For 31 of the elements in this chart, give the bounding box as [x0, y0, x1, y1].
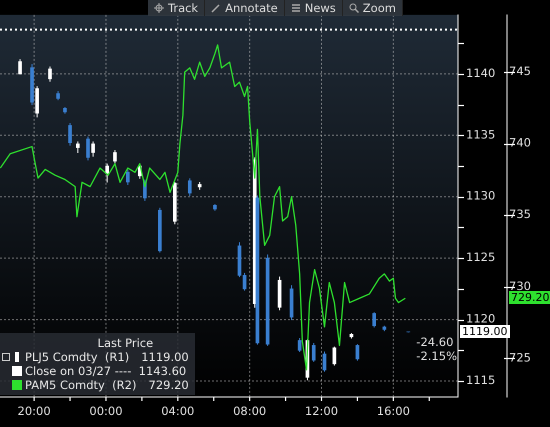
x-tick-label: 00:00 [89, 404, 123, 418]
legend-label: PLJ5 Comdty (R1) [25, 350, 130, 364]
text: 729.20 [511, 291, 550, 304]
y2-tick-label: 730 [509, 278, 531, 293]
annotation: -24.60 [416, 334, 454, 349]
y2-tick-label: 735 [509, 207, 531, 222]
text: 1119.00 [141, 350, 189, 364]
x-tick-label: 12:00 [304, 404, 338, 418]
x-tick-label: 20:00 [18, 404, 51, 418]
y-tick-label: 1140 [466, 66, 496, 80]
text: 1119.00 [462, 324, 508, 338]
y2-tick-label: 740 [509, 136, 531, 150]
y-tick-label: 1130 [466, 188, 496, 203]
y-tick-label: 1135 [466, 127, 496, 142]
x-tick-label: 08:00 [233, 404, 266, 418]
annotation: Zoom [362, 1, 396, 15]
x-tick-label: 16:00 [376, 404, 410, 418]
y-tick-label: 1125 [466, 250, 496, 264]
y2-tick-label: 725 [509, 350, 531, 364]
annotation: Track [168, 1, 198, 15]
legend-title: Last Price [96, 336, 154, 350]
annotation: Annotate [225, 1, 278, 15]
y-tick-label: 1120 [466, 312, 496, 326]
annotation: 729.20 [148, 378, 189, 392]
legend-label: PAM5 Comdty (R2) [25, 378, 136, 392]
x-tick-label: 04:00 [161, 404, 194, 418]
annotation: News [304, 1, 336, 15]
annotation: -2.15% [416, 348, 458, 363]
legend-label: Close on 03/27 ---- 1143.60 [25, 364, 186, 378]
y2-tick-label: 745 [509, 64, 531, 78]
y-tick-label: 1115 [466, 373, 496, 388]
